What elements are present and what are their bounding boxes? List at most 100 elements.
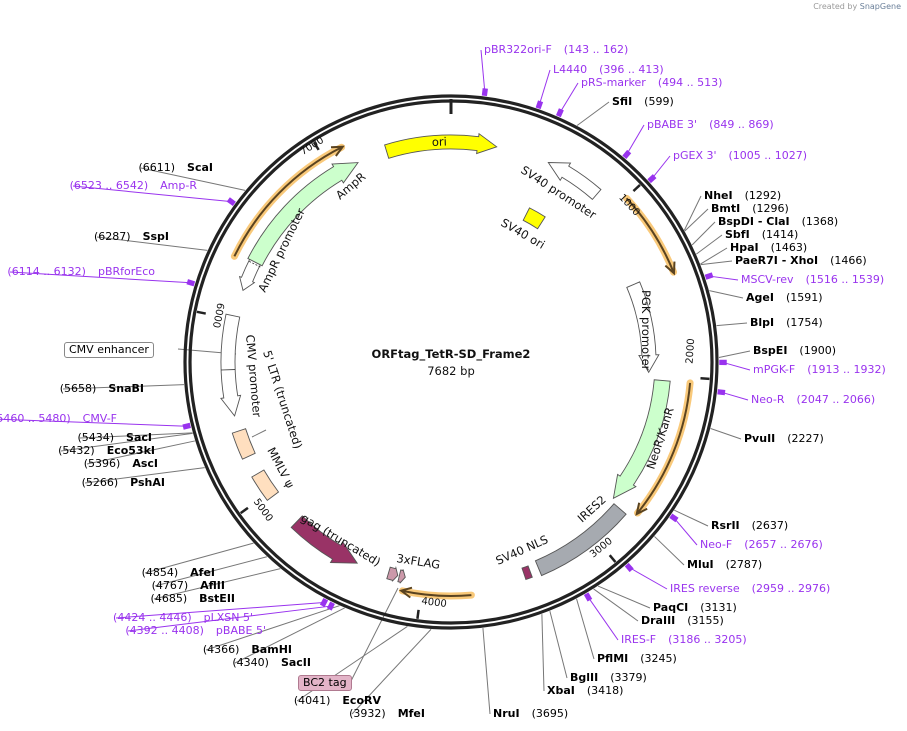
primer-label: L4440 (396 .. 413) (553, 63, 664, 77)
primer-name: pBR322ori-F (484, 43, 552, 56)
primer-leader-line (72, 185, 232, 203)
site-name: SnaBI (108, 382, 144, 395)
site-position: (3932) (349, 707, 386, 720)
restriction-site-label: (5432) Eco53kI (58, 444, 155, 458)
site-leader-line (144, 542, 254, 574)
primer-mark (555, 108, 564, 118)
restriction-site-label: (4340) SacII (232, 656, 311, 670)
primer-mark (481, 88, 488, 97)
orf-arrowhead (330, 145, 345, 157)
sv40-nls-box (521, 565, 533, 581)
site-name: AflII (200, 579, 225, 592)
site-leader-line (140, 167, 246, 191)
site-position: (4340) (232, 656, 269, 669)
primer-name: IRES reverse (670, 582, 740, 595)
restriction-site-label: (5434) SacI (77, 431, 152, 445)
primer-leader-line (127, 605, 331, 632)
primer-range: (3186 .. 3205) (668, 633, 747, 646)
site-leader-line (700, 247, 728, 265)
primer-leader-line (626, 124, 645, 155)
cmv-enhancer-promoter-arrow (220, 313, 242, 417)
feature-arrows (220, 132, 671, 584)
site-name: Eco53kI (106, 444, 155, 457)
site-name: SbfI (725, 228, 750, 241)
restriction-site-label: (4041) EcoRV (294, 694, 381, 708)
site-name: NheI (704, 189, 733, 202)
site-position: (4685) (150, 592, 188, 605)
site-name: MfeI (397, 707, 425, 720)
site-name: PaqCI (653, 601, 689, 614)
primer-leader-line (709, 275, 739, 281)
site-position: (2227) (787, 432, 824, 445)
primer-range: (6114 .. 6132) (7, 265, 86, 278)
primer-mark (319, 597, 329, 608)
restriction-site-label: (6611) ScaI (138, 161, 213, 175)
site-position: (6287) (93, 230, 131, 243)
restriction-site-label: RsrII (2637) (711, 519, 788, 533)
restriction-site-label: PaqCI (3131) (653, 601, 737, 615)
watermark-prefix: Created by (813, 2, 858, 11)
restriction-site-label: (4767) AflII (152, 579, 225, 593)
tick-mark (608, 554, 617, 563)
primer-mark (622, 149, 632, 159)
site-position: (5432) (58, 444, 95, 457)
site-leader-line (482, 628, 491, 715)
restriction-site-label: XbaI (3418) (547, 684, 623, 698)
site-name: BspEI (753, 344, 788, 357)
site-position: (4767) (151, 579, 189, 592)
primer-name: pBRforEco (97, 265, 155, 278)
site-leader-line (351, 628, 432, 715)
primer-name: pBABE 5' (215, 624, 266, 637)
primer-leader-line (480, 49, 486, 93)
primer-range: (4392 .. 4408) (125, 624, 204, 637)
ampr-divider (247, 260, 261, 268)
bc2-tag-leader-line (349, 587, 399, 684)
primer-label: (6523 .. 6542) Amp-R (70, 179, 197, 193)
site-leader-line (576, 598, 595, 660)
site-leader-line (654, 536, 685, 566)
site-leader-line (696, 234, 723, 255)
site-leader-line (154, 556, 268, 587)
plasmid-name: ORFtag_TetR-SD_Frame2 (372, 347, 531, 362)
site-leader-line (576, 101, 610, 126)
orf-line (625, 197, 675, 273)
ltr-box-1 (231, 428, 256, 460)
restriction-site-label: (4854) AfeI (142, 566, 215, 580)
primer-mark (186, 279, 196, 287)
site-name: PflMI (597, 652, 629, 665)
site-name: PaeR7I - XhoI (735, 254, 819, 267)
restriction-site-label: PflMI (3245) (597, 652, 677, 666)
primer-label: (5460 .. 5480) CMV-F (0, 412, 117, 426)
primer-leader-line (587, 596, 619, 641)
primer-label: (4424 .. 4446) pLXSN 5' (113, 611, 253, 625)
primer-leader-line (673, 517, 698, 546)
primer-label: IRES reverse (2959 .. 2976) (670, 582, 830, 596)
primer-leader-line (721, 391, 749, 401)
primer-range: (143 .. 162) (563, 43, 629, 56)
orf-line (233, 146, 343, 257)
site-position: (1463) (770, 241, 808, 254)
restriction-site-label: BmtI (1296) (711, 202, 789, 216)
primer-label: pRS-marker (494 .. 513) (581, 76, 722, 90)
primer-mark (326, 601, 335, 611)
restriction-site-label: NheI (1292) (704, 189, 781, 203)
primer-mark (719, 359, 727, 366)
primer-label: pGEX 3' (1005 .. 1027) (673, 149, 807, 163)
feature-label-cmv-promoter: CMV promoter (243, 334, 264, 418)
tick-label: 2000 (684, 338, 697, 364)
restriction-site-label: (3932) MfeI (349, 707, 425, 721)
primer-leader-line (115, 602, 325, 619)
restriction-site-label: BspDI - ClaI (1368) (718, 215, 838, 229)
restriction-site-label: SbfI (1414) (725, 228, 798, 242)
site-name: AfeI (190, 566, 215, 579)
site-position: (3245) (640, 652, 677, 665)
primer-name: IRES-F (621, 633, 657, 646)
site-leader-line (234, 607, 345, 664)
site-position: (3418) (586, 684, 624, 697)
site-leader-line (60, 432, 193, 452)
cmv-enhancer-label: CMV enhancer (64, 342, 154, 358)
primer-range: (2657 .. 2676) (744, 538, 823, 551)
site-leader-line (718, 350, 751, 358)
restriction-site-label: MluI (2787) (687, 558, 762, 572)
